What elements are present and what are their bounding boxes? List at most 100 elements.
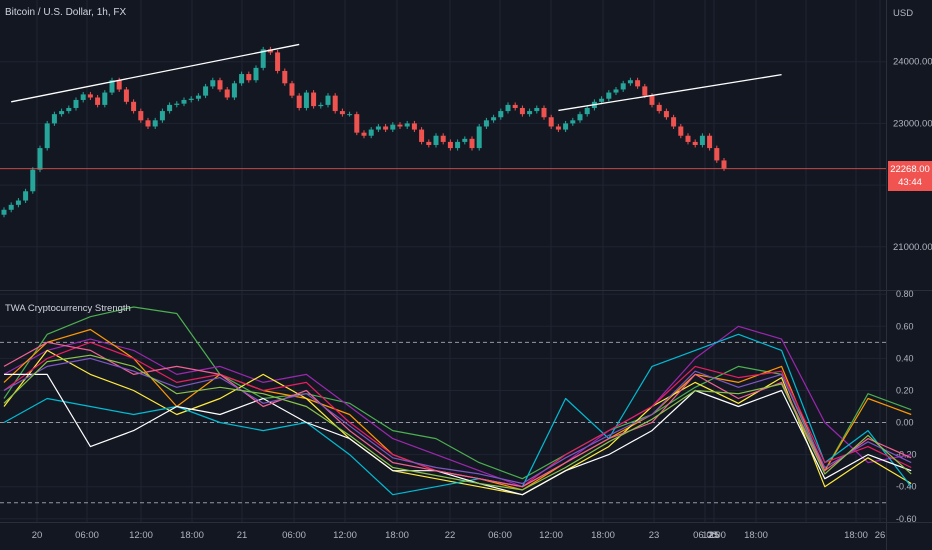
candle-body	[102, 92, 108, 105]
candle-body	[404, 123, 410, 127]
candle-body	[692, 141, 698, 145]
price-axis-label: 24000.00	[893, 57, 932, 68]
candle-body	[440, 135, 446, 142]
time-axis-label: 26	[875, 530, 886, 541]
time-axis-label: 06:00	[282, 530, 306, 541]
candle-body	[95, 97, 101, 105]
countdown-timer: 43:44	[898, 177, 922, 188]
candle-body	[555, 126, 561, 130]
candle-body	[51, 114, 57, 124]
time-axis-label: 18:00	[844, 530, 868, 541]
candle-body	[606, 92, 612, 99]
candle-body	[339, 111, 345, 115]
candle-body	[419, 129, 425, 142]
candle-body	[455, 141, 461, 149]
indicator-axis-label: 0.80	[896, 289, 914, 299]
time-axis-label: 12:00	[702, 530, 726, 541]
time-axis-label: 18:00	[385, 530, 409, 541]
time-axis-label: 20	[32, 530, 43, 541]
candle-body	[195, 95, 201, 99]
candle-body	[260, 49, 266, 68]
indicator-axis-label: -0.20	[896, 450, 917, 460]
candle-body	[354, 114, 360, 133]
candle-body	[649, 95, 655, 105]
strength-series-line	[3, 325, 912, 488]
candle-body	[289, 83, 295, 96]
time-axis-label: 21	[237, 530, 248, 541]
time-axis-label: 12:00	[333, 530, 357, 541]
candle-body	[584, 107, 590, 115]
price-axis-label: 23000.00	[893, 118, 932, 129]
candle-body	[59, 111, 65, 115]
indicator-axis-label: -0.40	[896, 482, 917, 492]
candle-body	[685, 135, 691, 142]
candle-body	[152, 120, 158, 127]
candle-body	[30, 169, 36, 192]
candle-body	[188, 98, 194, 100]
candle-body	[519, 107, 525, 115]
candle-body	[231, 83, 237, 98]
candle-body	[447, 141, 453, 149]
candle-body	[174, 103, 180, 105]
indicator-axis-label: 0.00	[896, 418, 914, 428]
candle-body	[368, 129, 374, 136]
candle-body	[663, 111, 669, 118]
time-axis-label: 23	[649, 530, 660, 541]
candle-body	[318, 104, 324, 107]
candle-body	[109, 80, 115, 93]
candle-body	[411, 123, 417, 130]
candle-body	[512, 104, 518, 108]
candle-body	[383, 126, 389, 130]
symbol-title: Bitcoin / U.S. Dollar, 1h, FX	[5, 7, 127, 18]
candle-body	[642, 86, 648, 96]
candle-body	[527, 111, 533, 115]
indicator-axis-label: 0.40	[896, 353, 914, 363]
candle-body	[671, 117, 677, 127]
candle-body	[462, 138, 468, 142]
candle-body	[66, 107, 72, 112]
candle-body	[159, 111, 165, 121]
candle-body	[167, 104, 173, 112]
candle-body	[1, 209, 7, 215]
candle-body	[332, 95, 338, 112]
indicator-axis-label: 0.20	[896, 385, 914, 395]
candle-body	[563, 123, 569, 130]
candle-body	[181, 99, 187, 104]
candle-body	[721, 160, 727, 169]
time-axis-label: 18:00	[591, 530, 615, 541]
time-axis-label: 06:00	[488, 530, 512, 541]
candle-body	[311, 92, 317, 107]
strength-series-line	[3, 354, 912, 491]
candle-body	[678, 126, 684, 136]
candle-body	[37, 148, 43, 170]
trend-line	[558, 74, 782, 112]
candle-body	[599, 98, 605, 102]
candle-body	[541, 107, 547, 118]
candle-body	[23, 191, 29, 201]
candle-body	[224, 89, 230, 98]
candle-body	[253, 67, 259, 81]
candle-body	[505, 104, 511, 112]
candle-body	[73, 99, 79, 108]
candle-body	[8, 204, 14, 210]
indicator-axis-label: 0.60	[896, 321, 914, 331]
last-price-value: 22268.00	[890, 164, 930, 175]
trend-line	[11, 43, 300, 103]
candle-body	[80, 94, 86, 100]
candle-body	[548, 117, 554, 127]
candle-body	[282, 70, 288, 84]
time-axis-label: 18:00	[744, 530, 768, 541]
candle-body	[476, 126, 482, 149]
strength-series-line	[3, 341, 912, 488]
candle-body	[613, 89, 619, 93]
strength-series-line	[3, 341, 912, 488]
candle-body	[577, 114, 583, 121]
strength-series-line	[4, 373, 912, 496]
candle-body	[44, 123, 50, 149]
candle-body	[267, 49, 273, 53]
candle-body	[627, 80, 633, 84]
candle-body	[123, 89, 129, 102]
candle-body	[138, 111, 144, 121]
currency-label: USD	[893, 8, 913, 19]
